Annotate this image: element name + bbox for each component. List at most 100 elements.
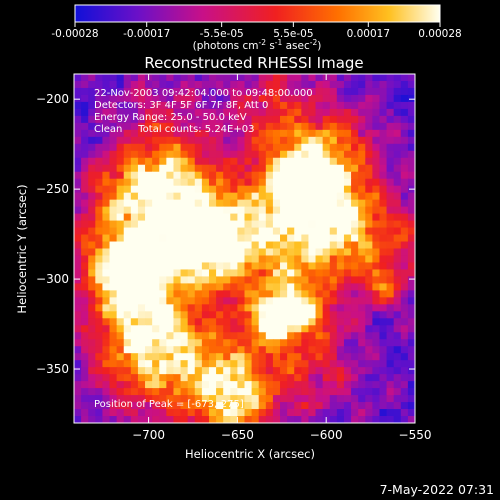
heatmap-cell	[201, 402, 210, 410]
heatmap-cell	[407, 255, 415, 263]
heatmap-cell	[130, 290, 139, 298]
heatmap-cell	[372, 262, 380, 270]
heatmap-cell	[152, 157, 160, 166]
heatmap-cell	[152, 290, 160, 298]
heatmap-cell	[74, 241, 82, 249]
heatmap-cell	[230, 283, 238, 291]
heatmap-cell	[386, 101, 395, 110]
heatmap-cell	[322, 367, 331, 375]
heatmap-cell	[81, 332, 89, 340]
heatmap-cell	[351, 262, 359, 270]
heatmap-cell	[74, 395, 82, 403]
heatmap-cell	[265, 122, 274, 131]
heatmap-cell	[173, 367, 182, 375]
heatmap-cell	[358, 297, 366, 305]
heatmap-cell	[258, 297, 267, 305]
heatmap-cell	[123, 374, 132, 382]
heatmap-cell	[223, 206, 231, 215]
heatmap-cell	[173, 206, 182, 215]
heatmap-cell	[280, 192, 288, 201]
heatmap-cell	[265, 213, 274, 222]
heatmap-cell	[265, 346, 274, 354]
heatmap-cell	[109, 101, 118, 110]
heatmap-cell	[251, 409, 260, 417]
heatmap-cell	[237, 80, 245, 89]
heatmap-cell	[287, 234, 295, 243]
heatmap-cell	[365, 206, 373, 215]
heatmap-cell	[109, 304, 118, 312]
heatmap-cell	[393, 262, 402, 270]
heatmap-cell	[88, 262, 96, 270]
heatmap-cell	[237, 416, 245, 423]
heatmap-cell	[294, 353, 302, 361]
heatmap-cell	[287, 157, 295, 166]
heatmap-cell	[258, 283, 267, 291]
heatmap-cell	[244, 164, 253, 173]
heatmap-cell	[358, 227, 366, 236]
heatmap-cell	[287, 129, 295, 138]
heatmap-cell	[116, 150, 125, 159]
heatmap-cell	[159, 346, 167, 354]
heatmap-cell	[102, 178, 111, 187]
heatmap-cell	[237, 192, 245, 201]
heatmap-cell	[123, 360, 132, 368]
heatmap-cell	[265, 325, 274, 333]
heatmap-cell	[187, 318, 196, 326]
heatmap-cell	[230, 150, 238, 159]
heatmap-cell	[116, 157, 125, 166]
heatmap-cell	[379, 164, 388, 173]
heatmap-cell	[166, 283, 174, 291]
heatmap-cell	[379, 108, 388, 117]
heatmap-cell	[280, 143, 288, 152]
heatmap-cell	[123, 248, 132, 256]
heatmap-cell	[230, 346, 238, 354]
heatmap-cell	[393, 74, 402, 82]
heatmap-cell	[102, 150, 111, 159]
heatmap-cell	[194, 171, 203, 180]
heatmap-cell	[336, 234, 345, 243]
heatmap-cell	[173, 339, 182, 347]
heatmap-cell	[308, 241, 317, 249]
heatmap-cell	[308, 74, 317, 82]
heatmap-cell	[365, 178, 373, 187]
heatmap-cell	[230, 164, 238, 173]
heatmap-cell	[145, 304, 153, 312]
heatmap-cell	[208, 143, 217, 152]
heatmap-cell	[159, 241, 167, 249]
heatmap-cell	[287, 94, 295, 103]
heatmap-cell	[294, 164, 302, 173]
heatmap-cell	[386, 241, 395, 249]
heatmap-cell	[216, 199, 224, 208]
heatmap-cell	[258, 80, 267, 89]
heatmap-cell	[95, 276, 103, 284]
heatmap-cell	[244, 388, 253, 396]
heatmap-cell	[201, 409, 210, 417]
heatmap-cell	[308, 346, 317, 354]
heatmap-cell	[201, 381, 210, 389]
heatmap-cell	[386, 283, 395, 291]
heatmap-cell	[180, 388, 189, 396]
heatmap-cell	[372, 269, 380, 277]
heatmap-cell	[400, 290, 409, 298]
heatmap-cell	[152, 353, 160, 361]
heatmap-cell	[308, 374, 317, 382]
heatmap-cell	[329, 87, 338, 96]
heatmap-cell	[223, 332, 231, 340]
heatmap-cell	[251, 346, 260, 354]
heatmap-cell	[400, 262, 409, 270]
heatmap-cell	[351, 248, 359, 256]
heatmap-cell	[393, 157, 402, 166]
heatmap-cell	[137, 94, 146, 103]
heatmap-cell	[251, 227, 260, 236]
heatmap-cell	[216, 122, 224, 131]
heatmap-cell	[116, 332, 125, 340]
heatmap-cell	[379, 94, 388, 103]
heatmap-cell	[74, 108, 82, 117]
heatmap-cell	[322, 185, 331, 194]
heatmap-cell	[379, 346, 388, 354]
heatmap-cell	[81, 381, 89, 389]
heatmap-cell	[358, 129, 366, 138]
heatmap-cell	[187, 234, 196, 243]
heatmap-cell	[180, 262, 189, 270]
heatmap-cell	[166, 248, 174, 256]
